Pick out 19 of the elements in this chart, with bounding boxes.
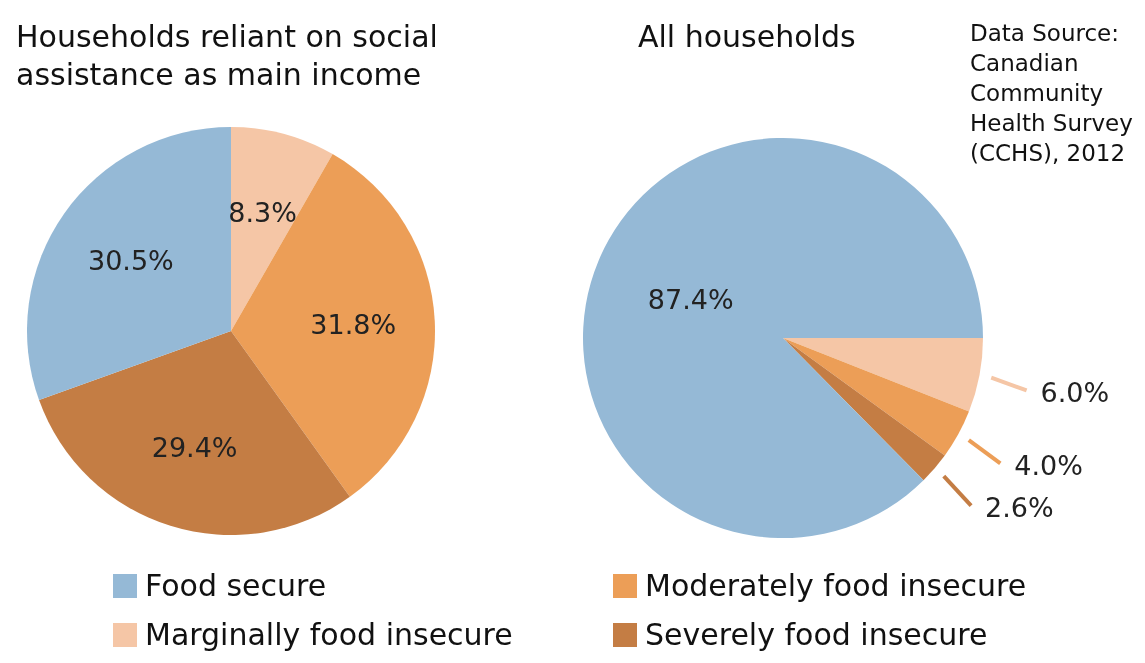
data-label: 29.4% — [151, 432, 238, 464]
legend-label: Marginally food insecure — [144, 617, 514, 652]
chart-title: All households — [638, 19, 856, 54]
data-label: 8.3% — [228, 197, 297, 229]
data-label: 30.5% — [87, 245, 174, 277]
source-note: Data Source: Canadian Community Health Survey (CCHS), 2012 — [970, 19, 1134, 168]
data-label: 31.8% — [310, 309, 397, 341]
pie-slice — [27, 127, 231, 401]
chart-title: Households reliant on social assistance as main income — [16, 18, 439, 94]
legend-label: Moderately food insecure — [644, 568, 1028, 603]
data-label: 6.0% — [1040, 376, 1110, 408]
pie-slice — [783, 338, 983, 412]
pie-slice — [783, 338, 945, 481]
legend-label: Severely food insecure — [644, 617, 989, 652]
legend-label: Food secure — [144, 568, 328, 603]
data-label: 4.0% — [1014, 449, 1083, 481]
data-label: 87.4% — [647, 283, 734, 315]
pie-slice — [783, 338, 969, 456]
data-label: 2.6% — [985, 492, 1054, 524]
